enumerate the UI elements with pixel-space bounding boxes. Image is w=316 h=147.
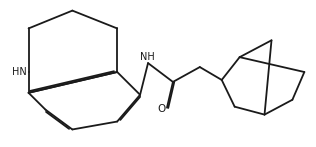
Text: HN: HN [12,67,27,77]
Text: O: O [157,104,166,114]
Text: NH: NH [140,52,155,62]
